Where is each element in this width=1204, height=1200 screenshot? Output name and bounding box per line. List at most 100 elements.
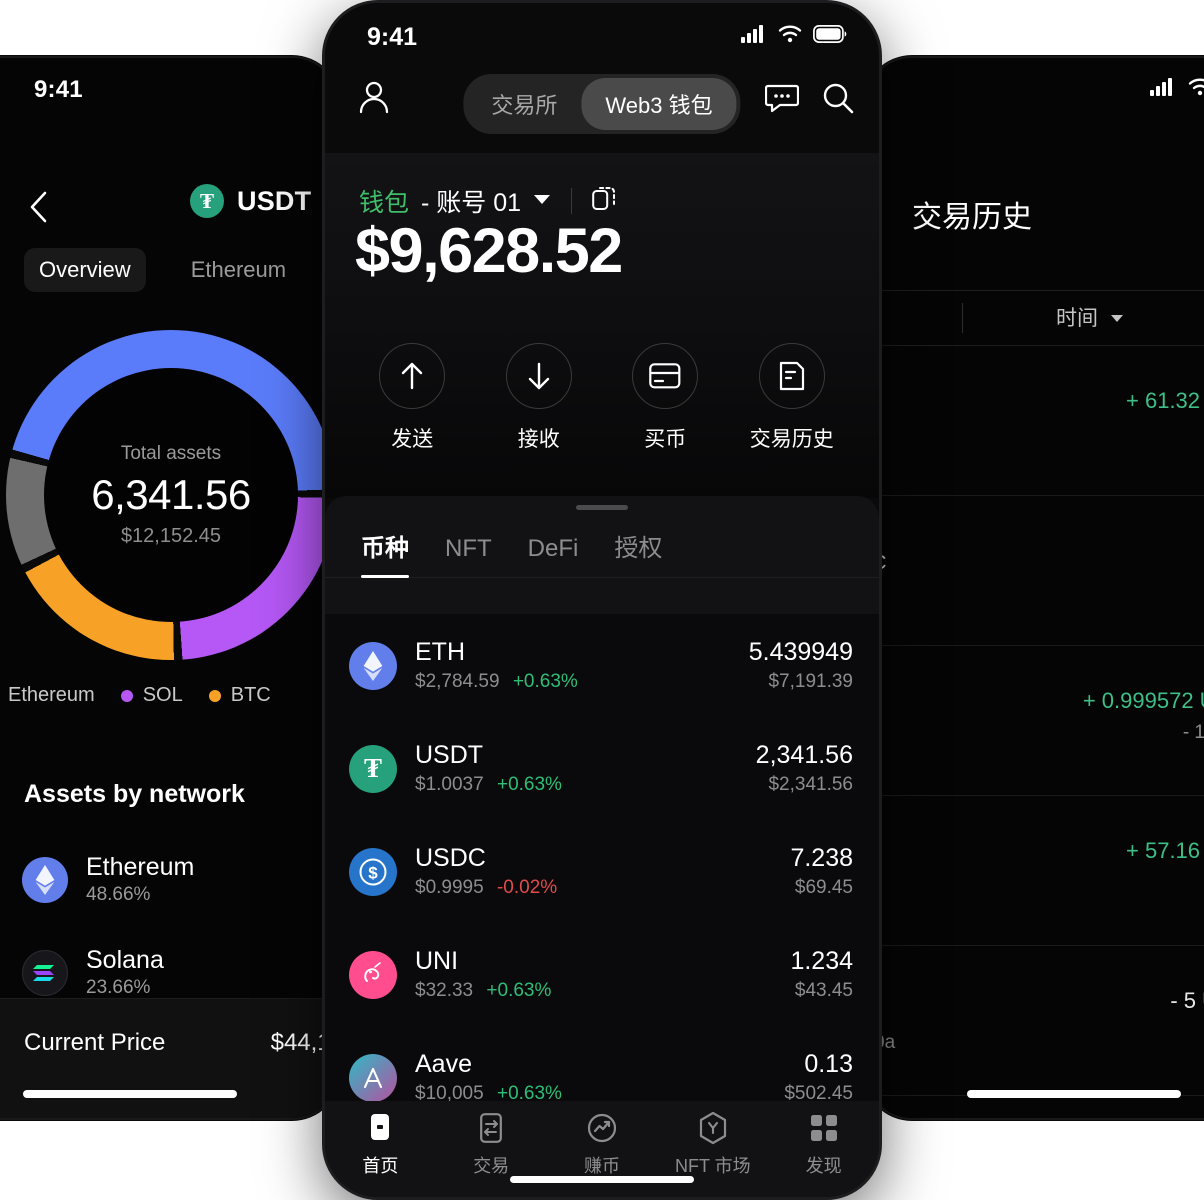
token-symbol: USDT [415,740,484,769]
filter-time-dropdown[interactable]: 时间 [1056,302,1124,332]
balance-section: 钱包 - 账号 01 $9,628.52 [325,153,879,498]
nav-label: NFT 市场 [674,1156,751,1176]
ethereum-icon [22,856,68,903]
donut-center: Total assets 6,341.56 $12,152.45 [44,368,298,622]
token-meta: $32.33 +0.63% [415,980,790,1002]
filter-time-label: 时间 [1056,307,1098,330]
arrow-up-icon [379,343,446,409]
legend-label-btc: BTC [230,684,271,706]
legend-item-sol: SOL [120,684,183,707]
tab-ethereum[interactable]: Ethereum [190,257,287,282]
token-row-usdc[interactable]: $ USDC $0.9995 -0.02% 7.238 $ [325,820,879,923]
transaction-history-list: + 61.32 AAVE C + 0.999572 USDC - 1 USDT … [866,346,1204,1118]
token-change: +0.63% [496,1083,562,1101]
donut-legend: Ethereum SOL BTC [0,684,271,707]
wallet-name: 钱包 [359,189,410,217]
token-list[interactable]: ETH $2,784.59 +0.63% 5.439949 $7,191.39 [325,614,879,1101]
token-row-aave[interactable]: Aave $10,005 +0.63% 0.13 $502.45 [325,1026,879,1101]
action-receive[interactable]: 接收 [491,343,587,453]
transaction-amount: + 57.16 AAVE [1126,838,1204,863]
token-values: 2,341.56 $2,341.56 [756,741,853,797]
tab-nft[interactable]: NFT [445,535,492,562]
token-row-usdt[interactable]: ₮ USDT $1.0037 +0.63% 2,341.56 $2,341.56 [325,717,879,820]
legend-item-ethereum: Ethereum [0,684,95,707]
home-indicator [23,1090,237,1098]
cellular-icon [1150,78,1176,101]
left-coin-title: ₮ USDT [190,184,311,218]
left-footer-bar: Current Price $44,12 [0,998,338,1118]
right-phone-mockup: 交易历史 时间 + 61.32 AAVE C [864,56,1204,1120]
left-coin-symbol: USDT [237,185,312,216]
nav-item-trade[interactable]: 交易 [436,1111,547,1178]
transaction-row[interactable]: + 57.16 AAVE [866,796,1204,946]
transaction-row[interactable]: C [866,496,1204,646]
chevron-down-icon [533,192,551,210]
action-send[interactable]: 发送 [364,343,460,453]
wallet-divider [571,188,573,214]
nft-icon [698,1111,728,1145]
nav-label: 交易 [473,1156,510,1176]
legend-item-btc: BTC [208,684,271,707]
tab-defi[interactable]: DeFi [527,535,579,562]
action-buy-crypto[interactable]: 买币 [617,343,713,453]
wallet-balance: $9,628.52 [355,216,623,286]
discover-icon [809,1111,839,1145]
main-phone-screen: 9:41 [325,3,879,1197]
left-tab-bar: Overview Ethereum O [0,248,338,292]
right-filter-bar: 时间 [866,290,1204,346]
tab-approvals[interactable]: 授权 [614,535,663,562]
transaction-sub-amount: - 1 USDT [1182,722,1204,743]
search-icon[interactable] [821,81,855,120]
mode-segmented-control: 交易所 Web3 钱包 [463,74,741,134]
home-indicator [967,1090,1181,1098]
network-percent: 48.66% [86,884,151,906]
cellular-icon [741,25,767,48]
token-amount: 7.238 [790,843,853,872]
token-meta: $0.9995 -0.02% [415,877,790,899]
segment-web3-wallet[interactable]: Web3 钱包 [581,78,737,130]
action-transaction-history[interactable]: 交易历史 [744,343,840,453]
left-status-time: 9:41 [34,76,83,103]
token-symbol: UNI [415,946,459,975]
assets-sheet: 币种 NFT DeFi 授权 ETH $2,784.59 [325,496,879,1197]
token-row-uni[interactable]: UNI $32.33 +0.63% 1.234 $43.45 [325,923,879,1026]
transaction-row[interactable]: + 5 USDT ba86 [866,1096,1204,1118]
transaction-amount: + 61.32 AAVE [1126,388,1204,413]
token-price: $1.0037 [415,774,484,796]
filter-divider [962,303,963,333]
copy-icon[interactable] [592,185,618,218]
token-change: +0.63% [486,980,552,1002]
person-icon[interactable] [357,79,391,120]
segment-exchange[interactable]: 交易所 [491,93,558,118]
action-label: 交易历史 [749,428,834,451]
network-name: Ethereum [86,852,195,881]
token-meta: $2,784.59 +0.63% [415,671,749,693]
transaction-row[interactable]: + 61.32 AAVE [866,346,1204,496]
network-row-solana[interactable]: Solana 23.66% [22,926,338,1019]
tab-tokens[interactable]: 币种 [361,528,409,578]
token-amount: 1.234 [790,946,853,975]
status-time: 9:41 [367,23,418,51]
wallet-selector[interactable]: 钱包 - 账号 01 [359,183,618,219]
status-icons [741,25,847,48]
ethereum-icon [349,641,397,690]
nav-item-home[interactable]: 首页 [325,1111,436,1178]
wifi-icon [778,25,802,48]
tab-overview[interactable]: Overview [24,248,146,292]
nav-item-discover[interactable]: 发现 [768,1111,879,1178]
sheet-grabber[interactable] [576,505,628,510]
token-change: -0.02% [496,877,558,899]
main-phone-mockup: 9:41 [322,0,882,1200]
back-chevron-left-icon[interactable] [22,186,56,228]
network-row-ethereum[interactable]: Ethereum 48.66% [22,833,338,926]
nav-item-earn[interactable]: 赚币 [547,1111,658,1178]
transaction-row[interactable]: - 5 USDT 0a [866,946,1204,1096]
chevron-down-icon [1110,305,1124,329]
transaction-row[interactable]: + 0.999572 USDC - 1 USDT [866,646,1204,796]
network-name: Solana [86,945,164,974]
chat-bubble-icon[interactable] [764,82,800,119]
token-values: 1.234 $43.45 [790,947,853,1003]
token-row-eth[interactable]: ETH $2,784.59 +0.63% 5.439949 $7,191.39 [325,614,879,717]
nav-item-nft-market[interactable]: NFT 市场 [657,1111,768,1178]
